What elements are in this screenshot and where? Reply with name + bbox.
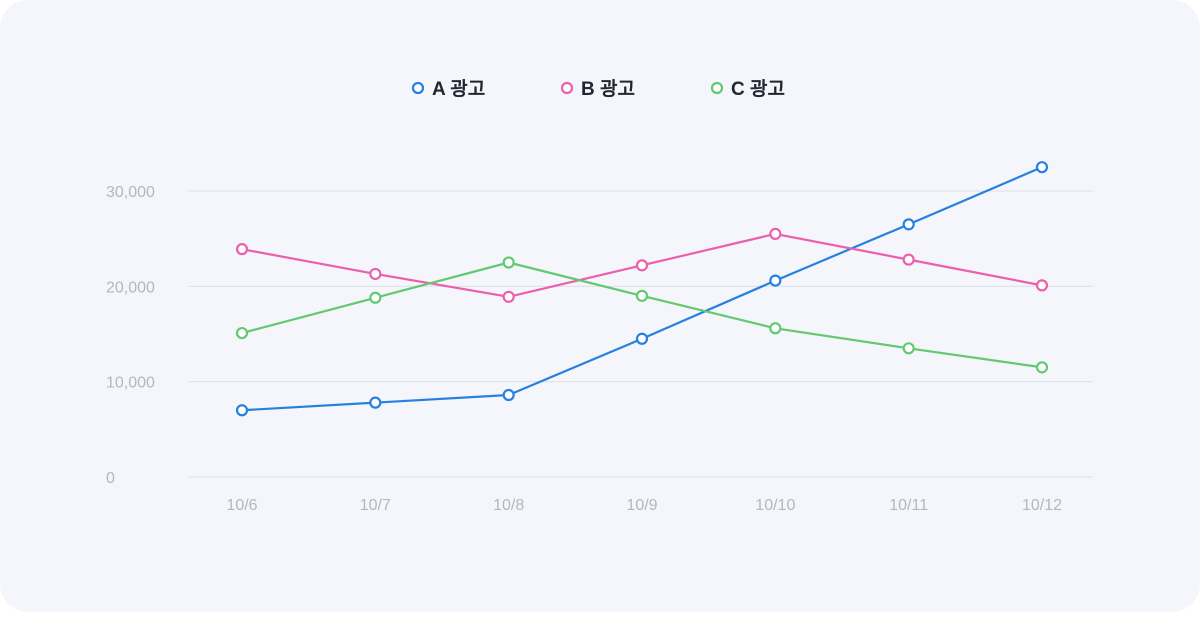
- x-tick-label: 10/6: [226, 497, 257, 514]
- legend: A 광고 B 광고 C 광고: [411, 78, 785, 100]
- data-point: [502, 256, 515, 269]
- data-point: [1035, 279, 1049, 292]
- y-axis-ticks: 0 10,000 20,000 30,000: [106, 184, 155, 487]
- series-line: [240, 261, 1044, 369]
- data-point: [369, 396, 382, 409]
- legend-marker: [710, 81, 724, 95]
- data-point: [635, 259, 649, 272]
- data-point: [902, 342, 915, 355]
- x-tick-label: 10/8: [493, 497, 524, 514]
- data-point: [635, 332, 649, 345]
- data-point: [235, 326, 249, 340]
- series-points: [235, 161, 1049, 417]
- data-point: [369, 291, 382, 304]
- data-point: [635, 289, 649, 302]
- x-tick-label: 10/10: [755, 497, 795, 514]
- data-point: [1035, 161, 1049, 174]
- y-tick-label: 0: [106, 470, 115, 487]
- data-point: [502, 388, 515, 402]
- y-tick-label: 30,000: [106, 184, 155, 201]
- x-tick-label: 10/9: [626, 497, 657, 514]
- x-tick-label: 10/12: [1022, 497, 1062, 514]
- data-point: [902, 218, 915, 231]
- legend-item: C 광고: [710, 78, 785, 100]
- legend-marker: [411, 81, 425, 95]
- y-tick-label: 20,000: [106, 279, 155, 296]
- legend-item: A 광고: [411, 78, 485, 100]
- x-tick-label: 10/11: [889, 497, 928, 514]
- data-point: [769, 227, 782, 240]
- series-lines: [240, 166, 1044, 412]
- data-point: [769, 322, 782, 335]
- data-point: [369, 267, 382, 281]
- data-point: [502, 290, 515, 303]
- data-point: [769, 274, 782, 287]
- x-axis-ticks: 10/6 10/7 10/8 10/9 10/10 10/11 10/12: [226, 497, 1062, 514]
- y-tick-label: 10,000: [106, 375, 155, 392]
- series-line: [240, 166, 1044, 412]
- gridlines: [188, 190, 1093, 478]
- data-point: [902, 253, 915, 266]
- legend-label: B 광고: [581, 78, 635, 100]
- data-point: [1035, 361, 1049, 374]
- legend-label: A 광고: [432, 78, 485, 100]
- legend-item: B 광고: [560, 78, 635, 100]
- legend-marker: [560, 81, 574, 95]
- legend-label: C 광고: [731, 78, 785, 100]
- x-tick-label: 10/7: [360, 497, 391, 514]
- data-point: [235, 404, 249, 417]
- data-point: [235, 243, 249, 256]
